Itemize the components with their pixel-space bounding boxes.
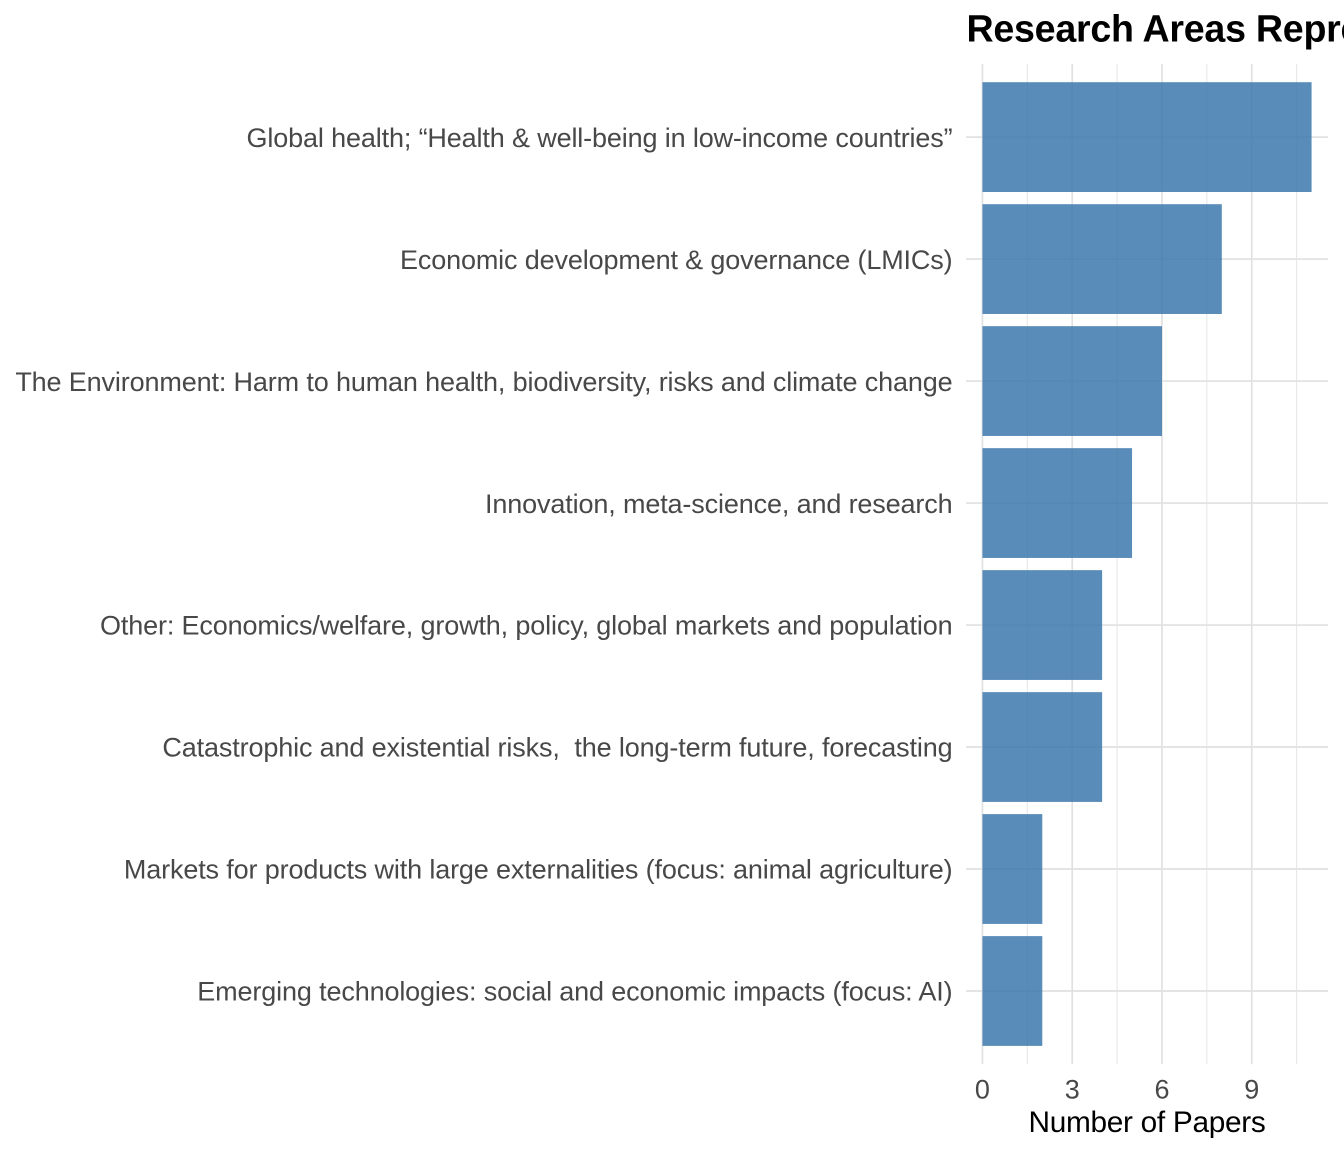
svg-text:Catastrophic and existential r: Catastrophic and existential risks, the … [162, 733, 952, 763]
svg-text:Number of Papers: Number of Papers [1029, 1106, 1266, 1139]
svg-text:6: 6 [1154, 1074, 1169, 1104]
svg-text:3: 3 [1065, 1074, 1080, 1104]
svg-text:Innovation, meta-science, and: Innovation, meta-science, and research [485, 489, 952, 519]
svg-text:Global health; “Health & well-: Global health; “Health & well-being in l… [247, 123, 953, 153]
svg-text:The Environment: Harm to human: The Environment: Harm to human health, b… [15, 367, 952, 397]
svg-text:0: 0 [975, 1074, 990, 1104]
svg-text:Emerging technologies: social: Emerging technologies: social and econom… [197, 977, 952, 1007]
svg-text:Research Areas Represented in: Research Areas Represented in Papers [967, 7, 1344, 49]
svg-text:Economic development & governa: Economic development & governance (LMICs… [400, 245, 953, 275]
svg-text:9: 9 [1244, 1074, 1259, 1104]
svg-text:Markets for products with larg: Markets for products with large external… [124, 855, 953, 885]
svg-text:Other: Economics/welfare, grow: Other: Economics/welfare, growth, policy… [100, 611, 953, 641]
